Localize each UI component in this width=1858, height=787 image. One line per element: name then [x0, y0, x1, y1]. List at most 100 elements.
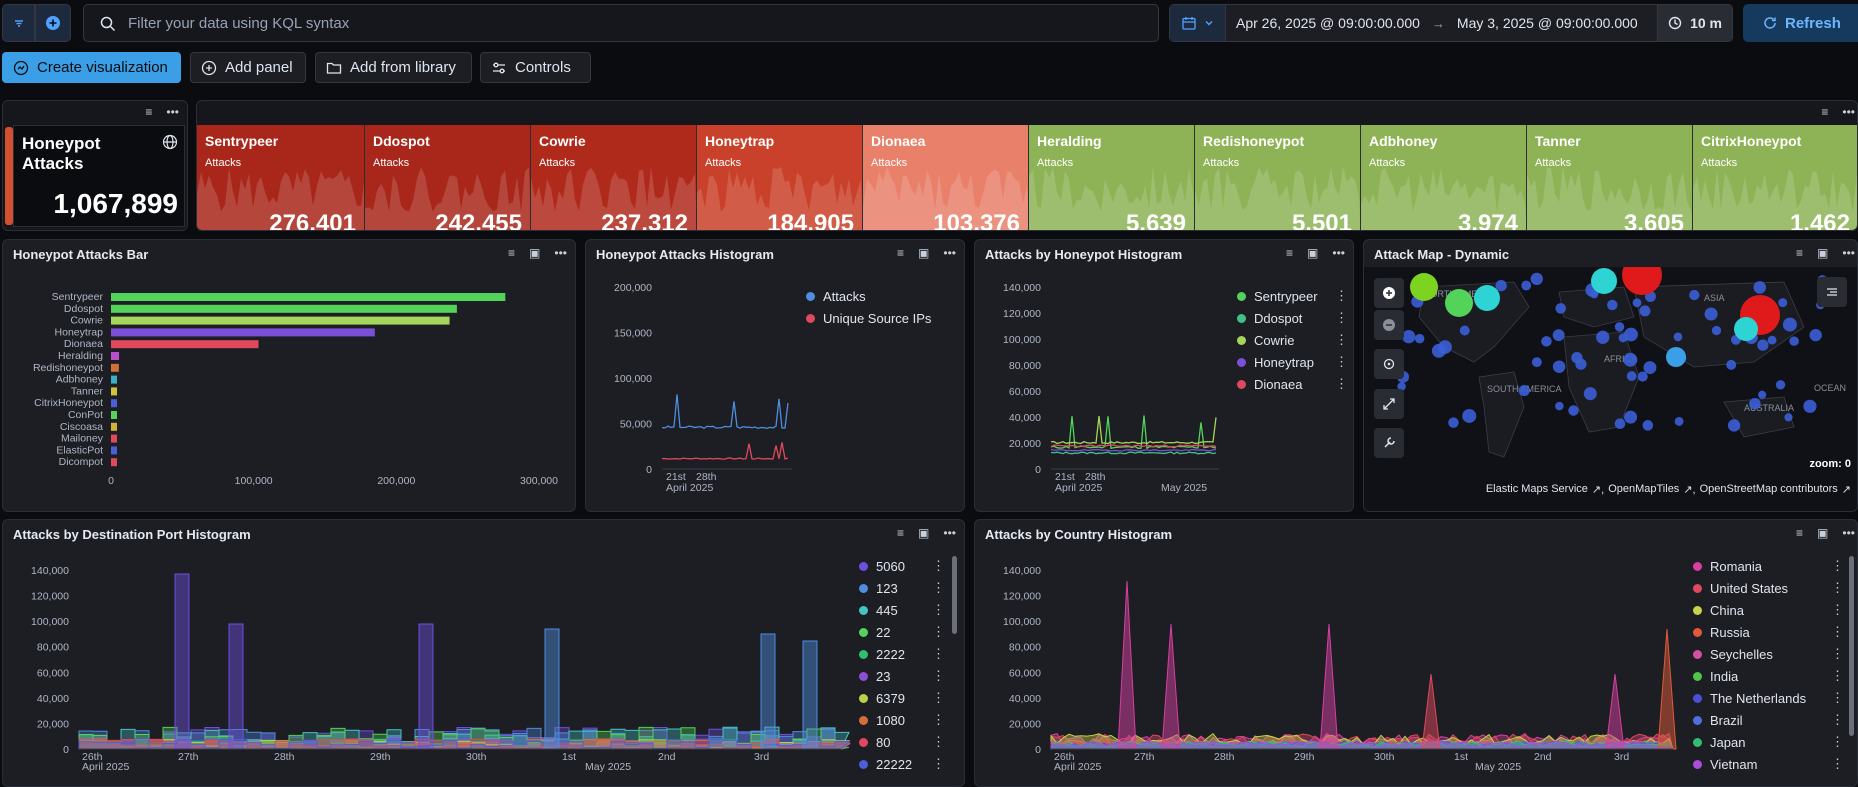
legend-item[interactable]: Brazil ⋮	[1693, 709, 1844, 731]
attribution-omt[interactable]: OpenMapTiles	[1608, 483, 1680, 495]
locate-button[interactable]	[1374, 349, 1404, 379]
create-visualization-button[interactable]: Create visualization	[2, 52, 181, 83]
legend-options-icon[interactable]: ⋮	[932, 734, 945, 749]
legend-options-icon[interactable]: ⋮	[932, 624, 945, 639]
legend-options-icon[interactable]: ⋮	[1335, 310, 1348, 325]
filter-icon[interactable]: ≡	[897, 526, 905, 540]
fullscreen-button[interactable]	[1374, 389, 1404, 419]
legend-item[interactable]: 2222 ⋮	[859, 643, 945, 665]
layers-toggle-button[interactable]	[1817, 277, 1847, 307]
filter-icon[interactable]: ≡	[1821, 105, 1829, 119]
legend-item[interactable]: Ddospot ⋮	[1237, 307, 1348, 329]
legend-item[interactable]: 1080 ⋮	[859, 709, 945, 731]
zoom-out-button[interactable]	[1374, 310, 1404, 340]
filter-icon[interactable]: ≡	[1796, 246, 1804, 260]
tile-heralding[interactable]: Heralding Attacks 5,639	[1029, 125, 1195, 230]
options-icon[interactable]: •••	[1842, 246, 1855, 260]
kql-search-input[interactable]: Filter your data using KQL syntax	[83, 4, 1159, 42]
legend-options-icon[interactable]: ⋮	[1831, 756, 1844, 771]
filter-icon[interactable]: ≡	[145, 105, 153, 119]
tile-cowrie[interactable]: Cowrie Attacks 237,312	[531, 125, 697, 230]
add-from-library-button[interactable]: Add from library	[315, 52, 472, 83]
start-date[interactable]: Apr 26, 2025 @ 09:00:00.000	[1236, 15, 1420, 31]
legend-item[interactable]: 6379 ⋮	[859, 687, 945, 709]
legend-item[interactable]: 22 ⋮	[859, 621, 945, 643]
legend-item[interactable]: The Netherlands ⋮	[1693, 687, 1844, 709]
tile-citrixhoneypot[interactable]: CitrixHoneypot Attacks 1,462	[1693, 125, 1857, 230]
legend-item[interactable]: Vietnam ⋮	[1693, 753, 1844, 775]
tile-tanner[interactable]: Tanner Attacks 3,605	[1527, 125, 1693, 230]
date-picker[interactable]: Apr 26, 2025 @ 09:00:00.000 → May 3, 202…	[1169, 4, 1733, 42]
attribution-osm[interactable]: OpenStreetMap contributors	[1699, 483, 1838, 495]
quick-menu-button[interactable]	[1170, 5, 1226, 41]
inspect-icon[interactable]: ▣	[1817, 526, 1829, 540]
tile-sentrypeer[interactable]: Sentrypeer Attacks 276,401	[197, 125, 365, 230]
filter-icon[interactable]: ≡	[1796, 526, 1804, 540]
legend-item[interactable]: Unique Source IPs	[806, 307, 956, 329]
tile-adbhoney[interactable]: Adbhoney Attacks 3,974	[1361, 125, 1527, 230]
legend-options-icon[interactable]: ⋮	[1831, 558, 1844, 573]
legend-scrollbar[interactable]	[952, 556, 957, 634]
legend-options-icon[interactable]: ⋮	[932, 690, 945, 705]
attribution-ems[interactable]: Elastic Maps Service	[1485, 483, 1588, 495]
legend-item[interactable]: India ⋮	[1693, 665, 1844, 687]
legend-item[interactable]: 23 ⋮	[859, 665, 945, 687]
legend-options-icon[interactable]: ⋮	[1831, 668, 1844, 683]
legend-options-icon[interactable]: ⋮	[932, 646, 945, 661]
refresh-interval[interactable]: 10 m	[1657, 5, 1732, 41]
legend-item[interactable]: Cowrie ⋮	[1237, 329, 1348, 351]
legend-options-icon[interactable]: ⋮	[932, 602, 945, 617]
tile-redishoneypot[interactable]: Redishoneypot Attacks 5,501	[1195, 125, 1361, 230]
end-date[interactable]: May 3, 2025 @ 09:00:00.000	[1456, 15, 1638, 31]
legend-item[interactable]: Attacks	[806, 285, 956, 307]
filter-icon[interactable]: ≡	[1286, 246, 1294, 260]
legend-item[interactable]: Russia ⋮	[1693, 621, 1844, 643]
legend-scrollbar[interactable]	[1849, 556, 1854, 736]
legend-item[interactable]: 22222 ⋮	[859, 753, 945, 775]
tools-button[interactable]	[1374, 428, 1404, 458]
options-icon[interactable]: •••	[1842, 526, 1855, 540]
legend-options-icon[interactable]: ⋮	[932, 668, 945, 683]
legend-item[interactable]: 445 ⋮	[859, 599, 945, 621]
legend-item[interactable]: Sentrypeer ⋮	[1237, 285, 1348, 307]
zoom-in-button[interactable]	[1374, 278, 1404, 308]
inspect-icon[interactable]: ▣	[918, 246, 930, 260]
controls-button[interactable]: Controls	[480, 52, 591, 83]
legend-options-icon[interactable]: ⋮	[932, 558, 945, 573]
legend-options-icon[interactable]: ⋮	[1831, 690, 1844, 705]
options-icon[interactable]: •••	[166, 105, 179, 119]
filter-icon[interactable]: ≡	[508, 246, 516, 260]
globe-icon[interactable]	[162, 134, 178, 150]
legend-options-icon[interactable]: ⋮	[1335, 376, 1348, 391]
inspect-icon[interactable]: ▣	[1817, 246, 1829, 260]
filter-menu-button[interactable]	[2, 4, 35, 42]
inspect-icon[interactable]: ▣	[918, 526, 930, 540]
legend-item[interactable]: Japan ⋮	[1693, 731, 1844, 753]
legend-options-icon[interactable]: ⋮	[1831, 646, 1844, 661]
tile-honeytrap[interactable]: Honeytrap Attacks 184,905	[697, 125, 863, 230]
legend-item[interactable]: China ⋮	[1693, 599, 1844, 621]
options-icon[interactable]: •••	[943, 526, 956, 540]
filter-icon[interactable]: ≡	[897, 246, 905, 260]
legend-options-icon[interactable]: ⋮	[1831, 624, 1844, 639]
inspect-icon[interactable]: ▣	[529, 246, 541, 260]
legend-item[interactable]: Seychelles ⋮	[1693, 643, 1844, 665]
legend-item[interactable]: Honeytrap ⋮	[1237, 351, 1348, 373]
legend-item[interactable]: Dionaea ⋮	[1237, 373, 1348, 395]
world-map[interactable]: NORTH AMERICAAFRICAASIASOUTH AMERICAAUST…	[1364, 267, 1858, 511]
legend-options-icon[interactable]: ⋮	[1831, 580, 1844, 595]
legend-options-icon[interactable]: ⋮	[1831, 602, 1844, 617]
inspect-icon[interactable]: ▣	[1307, 246, 1319, 260]
refresh-button[interactable]: Refresh	[1743, 4, 1858, 42]
tile-ddospot[interactable]: Ddospot Attacks 242,455	[365, 125, 531, 230]
add-panel-button[interactable]: Add panel	[190, 52, 306, 83]
legend-item[interactable]: 123 ⋮	[859, 577, 945, 599]
legend-item[interactable]: 5060 ⋮	[859, 555, 945, 577]
tile-dionaea[interactable]: Dionaea Attacks 103,376	[863, 125, 1029, 230]
legend-options-icon[interactable]: ⋮	[1335, 332, 1348, 347]
legend-options-icon[interactable]: ⋮	[932, 580, 945, 595]
legend-options-icon[interactable]: ⋮	[1335, 354, 1348, 369]
options-icon[interactable]: •••	[943, 246, 956, 260]
legend-item[interactable]: United States ⋮	[1693, 577, 1844, 599]
legend-item[interactable]: Romania ⋮	[1693, 555, 1844, 577]
